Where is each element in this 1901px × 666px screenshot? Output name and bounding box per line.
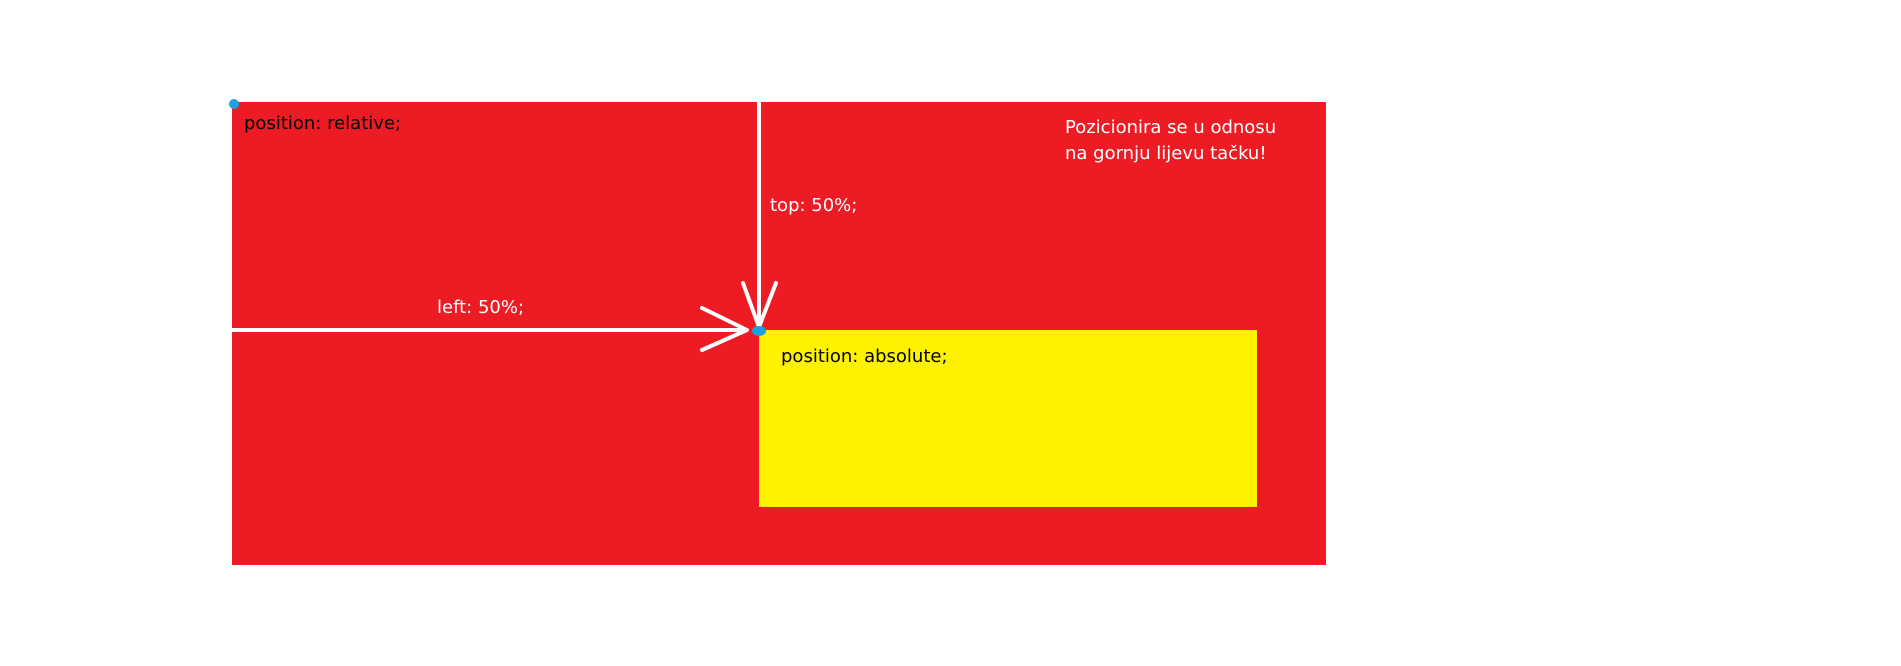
absolute-positioned-box [759, 330, 1257, 507]
absolute-box-label: position: absolute; [781, 346, 948, 367]
left-arrow-head [700, 306, 749, 352]
positioning-note: Pozicionira se u odnosu na gornju lijevu… [1065, 115, 1276, 167]
left-offset-label: left: 50%; [437, 297, 525, 318]
note-line-2: na gornju lijevu tačku! [1065, 143, 1267, 164]
top-offset-label: top: 50%; [770, 195, 858, 216]
relative-anchor-dot [229, 99, 239, 109]
relative-box-label: position: relative; [244, 113, 402, 134]
absolute-anchor-dot [752, 326, 766, 336]
note-line-1: Pozicionira se u odnosu [1065, 117, 1277, 138]
